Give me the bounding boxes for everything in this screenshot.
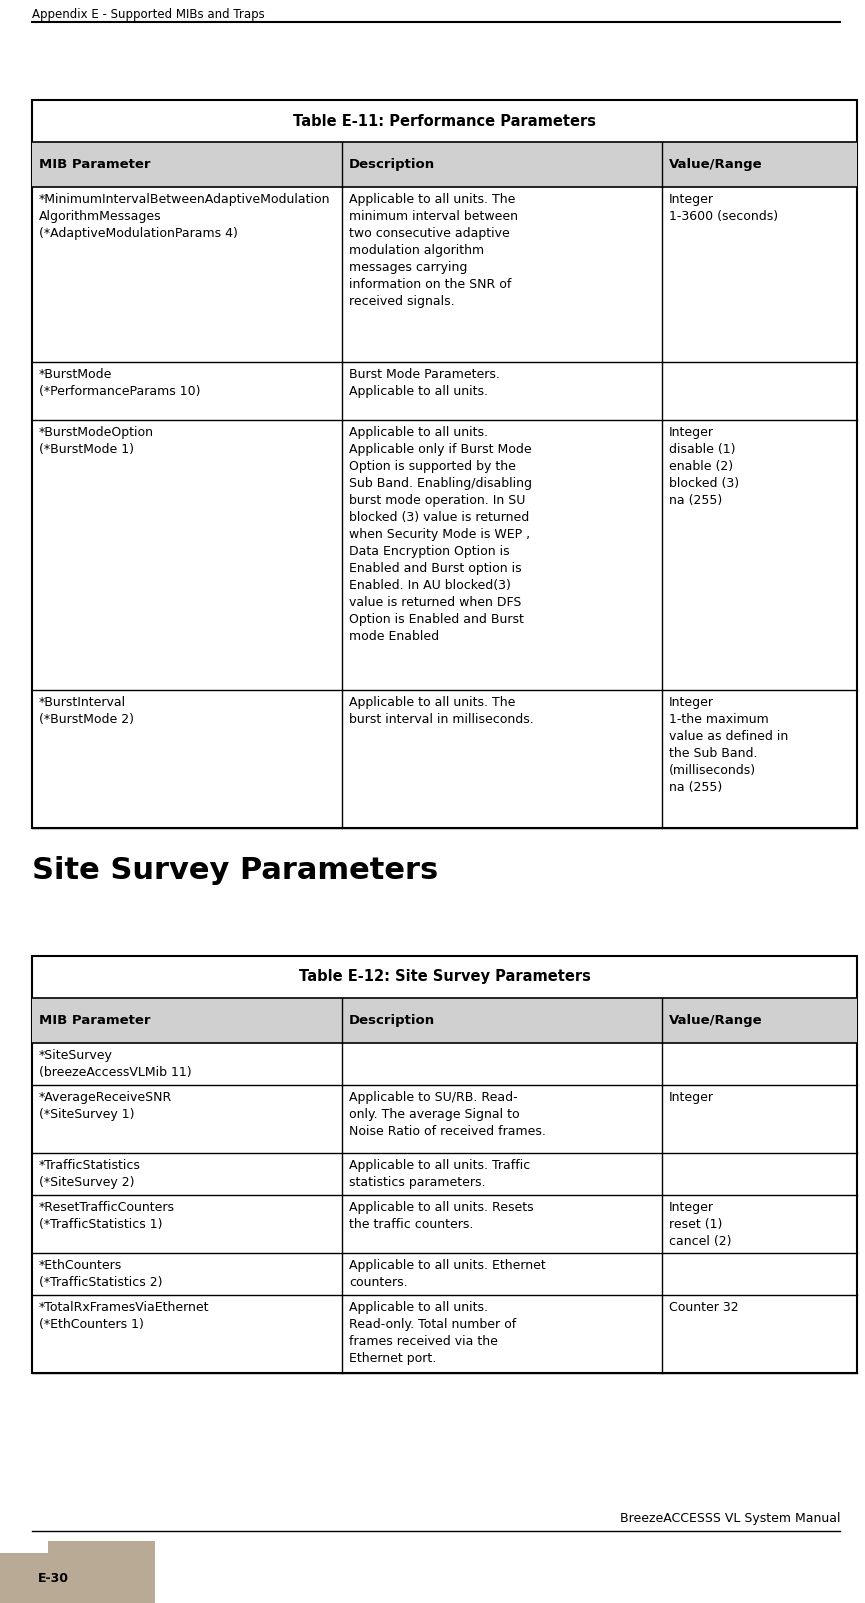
Text: Integer
1-the maximum
value as defined in
the Sub Band.
(milliseconds)
na (255): Integer 1-the maximum value as defined i… [669, 696, 788, 793]
Text: Integer: Integer [669, 1092, 714, 1104]
Text: Burst Mode Parameters.
Applicable to all units.: Burst Mode Parameters. Applicable to all… [349, 369, 500, 398]
Text: Applicable to SU/RB. Read-
only. The average Signal to
Noise Ratio of received f: Applicable to SU/RB. Read- only. The ave… [349, 1092, 546, 1138]
Text: Integer
1-3600 (seconds): Integer 1-3600 (seconds) [669, 192, 778, 223]
Text: *TotalRxFramesViaEthernet
(*EthCounters 1): *TotalRxFramesViaEthernet (*EthCounters … [39, 1302, 209, 1330]
Text: *BurstInterval
(*BurstMode 2): *BurstInterval (*BurstMode 2) [39, 696, 134, 726]
Text: *EthCounters
(*TrafficStatistics 2): *EthCounters (*TrafficStatistics 2) [39, 1258, 163, 1289]
Bar [0, 1540, 155, 1603]
Text: Applicable to all units. The
minimum interval between
two consecutive adaptive
m: Applicable to all units. The minimum int… [349, 192, 518, 308]
Text: *ResetTrafficCounters
(*TrafficStatistics 1): *ResetTrafficCounters (*TrafficStatistic… [39, 1201, 175, 1231]
Text: BreezeACCESSS VL System Manual: BreezeACCESSS VL System Manual [619, 1512, 840, 1524]
Text: MIB Parameter: MIB Parameter [39, 159, 151, 172]
Text: Table E-11: Performance Parameters: Table E-11: Performance Parameters [293, 114, 596, 128]
Text: *BurstMode
(*PerformanceParams 10): *BurstMode (*PerformanceParams 10) [39, 369, 201, 398]
Text: *MinimumIntervalBetweenAdaptiveModulation
AlgorithmMessages
(*AdaptiveModulation: *MinimumIntervalBetweenAdaptiveModulatio… [39, 192, 330, 240]
Text: Description: Description [349, 1015, 435, 1028]
Text: Applicable to all units. Ethernet
counters.: Applicable to all units. Ethernet counte… [349, 1258, 546, 1289]
Text: Counter 32: Counter 32 [669, 1302, 739, 1314]
Text: *SiteSurvey
(breezeAccessVLMib 11): *SiteSurvey (breezeAccessVLMib 11) [39, 1048, 192, 1079]
Text: *BurstModeOption
(*BurstMode 1): *BurstModeOption (*BurstMode 1) [39, 426, 154, 455]
Bar [32, 955, 857, 1374]
Bar [32, 99, 857, 829]
Text: Table E-12: Site Survey Parameters: Table E-12: Site Survey Parameters [298, 970, 591, 984]
Text: Appendix E - Supported MIBs and Traps: Appendix E - Supported MIBs and Traps [32, 8, 265, 21]
Text: Applicable to all units.
Applicable only if Burst Mode
Option is supported by th: Applicable to all units. Applicable only… [349, 426, 532, 643]
Text: Integer
reset (1)
cancel (2): Integer reset (1) cancel (2) [669, 1201, 732, 1249]
Text: *TrafficStatistics
(*SiteSurvey 2): *TrafficStatistics (*SiteSurvey 2) [39, 1159, 141, 1189]
Text: Integer
disable (1)
enable (2)
blocked (3)
na (255): Integer disable (1) enable (2) blocked (… [669, 426, 739, 507]
Bar [32, 143, 857, 188]
Text: Value/Range: Value/Range [669, 159, 763, 172]
Text: Description: Description [349, 159, 435, 172]
Text: Applicable to all units. Traffic
statistics parameters.: Applicable to all units. Traffic statist… [349, 1159, 530, 1189]
Bar [0, 1540, 48, 1553]
Text: Value/Range: Value/Range [669, 1015, 763, 1028]
Text: Applicable to all units.
Read-only. Total number of
frames received via the
Ethe: Applicable to all units. Read-only. Tota… [349, 1302, 516, 1366]
Text: MIB Parameter: MIB Parameter [39, 1015, 151, 1028]
Bar [32, 999, 857, 1044]
Text: E-30: E-30 [38, 1573, 69, 1585]
Text: Site Survey Parameters: Site Survey Parameters [32, 856, 439, 885]
Text: Applicable to all units. Resets
the traffic counters.: Applicable to all units. Resets the traf… [349, 1201, 534, 1231]
Text: *AverageReceiveSNR
(*SiteSurvey 1): *AverageReceiveSNR (*SiteSurvey 1) [39, 1092, 172, 1120]
Text: Applicable to all units. The
burst interval in milliseconds.: Applicable to all units. The burst inter… [349, 696, 534, 726]
